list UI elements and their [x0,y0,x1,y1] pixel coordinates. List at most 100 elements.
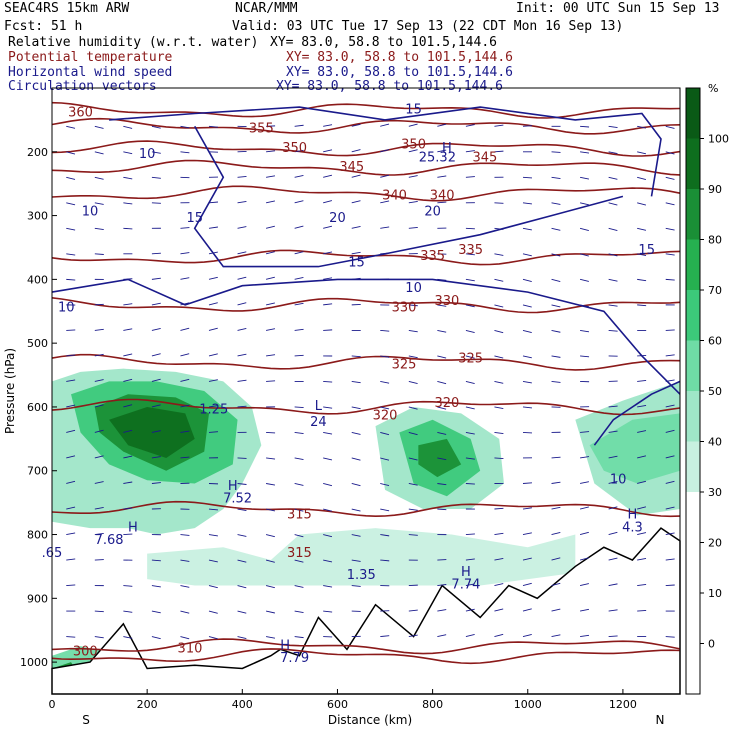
wind-vector [437,483,447,486]
wind-vector [437,457,447,461]
init-label: Init: 00 UTC Sun 15 Sep 13 [516,1,720,16]
wind-vector [665,253,675,256]
wind-vector [494,329,504,334]
theta-label: 350 [401,138,426,153]
wind-vector [66,636,76,638]
wind-vector [237,226,247,229]
wind-vector [608,202,618,206]
x-tick-label: 1200 [609,698,637,711]
north-label: N [656,713,665,727]
wind-vector [522,608,532,612]
wind-vector [580,634,590,638]
wind-vector [151,176,161,179]
wind-vector [208,508,218,511]
wind-vector [180,456,190,459]
wind-vector [465,608,475,612]
wind-vector [494,278,504,282]
wind-vector [494,432,504,435]
wind-vector [380,380,390,384]
colorbar-swatch [686,593,700,644]
wind-label: 20 [329,211,346,226]
wind-vector [637,532,647,535]
x-tick-label: 1000 [514,698,542,711]
theta-label: 335 [420,249,445,264]
wind-vector [465,457,475,460]
wind-vector [579,557,589,561]
theta-contour-335 [51,249,681,266]
wind-vector [408,227,418,229]
model-label: SEAC4RS 15km ARW [4,1,129,16]
y-tick-label: 400 [27,273,48,286]
wind-vector [637,304,647,307]
wind-vector [123,303,133,306]
x-axis-label: Distance (km) [328,713,412,727]
wind-vector [665,125,675,129]
wind-vector [380,457,390,461]
wind-vector [408,355,418,359]
wind-vector [180,378,190,382]
wind-vector [294,559,304,563]
wind-vector [494,355,504,359]
wind-vector [94,507,104,510]
wind-vector [151,125,161,129]
wind-vector [465,633,475,638]
wind-vector [266,380,276,382]
wind-vector [437,355,447,359]
wind-vector [294,610,304,614]
wind-vector [323,149,333,153]
wind-vector [408,508,418,511]
wind-vector [437,149,447,153]
field-xy-theta: XY= 83.0, 58.8 to 101.5,144.6 [286,50,513,65]
wind-vector [123,481,133,484]
y-axis: 200 300 400 500 600 700 800 900 1000 [20,146,57,669]
field-name-vectors: Circulation vectors [8,79,157,94]
wind-vector [408,483,418,486]
wind-vector [522,125,533,127]
wind-label: 25.32 [419,150,456,165]
wind-vector [437,201,447,204]
wind-vector [437,304,447,307]
wind-vector [380,123,390,127]
extremum-label: H [442,141,452,156]
plot-area: 300 310 315 315 320 320 325 325 330 330 335 335 340 3… [42,101,681,695]
theta-contour-345 [51,159,681,176]
wind-vector [323,329,333,331]
theta-label: 325 [458,351,483,366]
wind-vector [66,354,76,357]
extremum-label: H [280,638,290,653]
fcst-label: Fcst: 51 h [4,19,82,34]
wind-vector [551,557,561,561]
wind-vector [608,455,618,459]
wind-vector [665,329,675,331]
wind-vector [208,251,218,255]
wind-vector [237,251,247,255]
theta-label: 325 [392,358,417,373]
wind-vector [351,534,361,537]
wind-vector [123,610,133,613]
wind-vector [180,585,190,588]
wind-vector [208,276,218,280]
wind-vector [665,506,675,510]
wind-label: 15 [348,256,365,271]
wind-vector [123,278,133,280]
wind-vector [351,432,361,435]
wind-vector [208,431,219,433]
wind-vector [437,380,447,385]
wind-vector [237,559,247,563]
wind-vector [237,175,247,178]
wind-vector [665,584,675,587]
org-label: NCAR/MMM [235,1,298,16]
wind-vector [465,406,475,410]
wind-vector [665,151,675,155]
wind-vector [180,125,190,129]
wind-vector [608,480,618,484]
wind-vector [66,151,76,155]
wind-vector [465,253,475,256]
wind-vector [665,227,675,231]
wind-vector [323,303,333,306]
wind-vector [437,508,447,511]
x-axis: 0 200 400 600 800 1000 1200 [49,689,637,711]
wind-vector [94,151,104,155]
wind-vector [123,507,133,510]
wind-vector [522,355,532,359]
